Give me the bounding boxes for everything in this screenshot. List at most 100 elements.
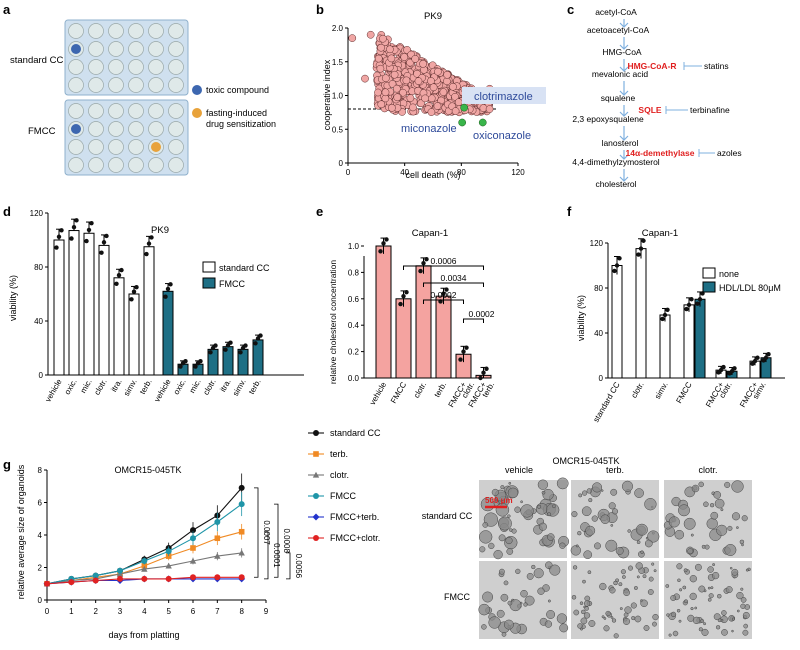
organoid bbox=[556, 477, 569, 490]
y-tick-label: 0.8 bbox=[348, 268, 360, 277]
organoid bbox=[670, 595, 677, 601]
organoid bbox=[559, 623, 569, 633]
replicate-dot bbox=[116, 273, 122, 278]
well bbox=[88, 157, 104, 173]
organoid bbox=[665, 584, 670, 588]
organoid bbox=[717, 593, 722, 599]
organoid bbox=[642, 574, 647, 579]
pathway-arrowhead bbox=[619, 44, 629, 50]
replicate-dot bbox=[752, 358, 758, 364]
x-tick-label: vehicle bbox=[43, 377, 64, 404]
enzyme-label: 14α-demethylase bbox=[625, 148, 694, 158]
organoid bbox=[584, 606, 589, 611]
organoid bbox=[653, 569, 657, 573]
p-value: 0.0056 bbox=[294, 554, 303, 579]
organoid bbox=[549, 564, 561, 576]
data-point bbox=[485, 105, 494, 113]
data-point bbox=[190, 535, 196, 542]
x-tick-label: 5 bbox=[166, 607, 171, 616]
data-point bbox=[402, 76, 411, 85]
organoid bbox=[700, 619, 705, 624]
p-value: 0.0002 bbox=[469, 309, 495, 319]
organoid bbox=[634, 488, 644, 498]
well bbox=[108, 139, 124, 155]
organoid bbox=[652, 621, 657, 627]
x-tick-label: oxic. bbox=[172, 378, 188, 397]
y-tick-label: 0 bbox=[599, 374, 604, 383]
legend-label: standard CC bbox=[330, 428, 381, 438]
x-tick-label: 4 bbox=[142, 607, 147, 616]
bar bbox=[683, 304, 695, 379]
data-point bbox=[451, 107, 460, 115]
replicate-dot bbox=[238, 350, 243, 355]
replicate-dot bbox=[424, 257, 429, 262]
organoid bbox=[506, 548, 514, 555]
well bbox=[68, 157, 84, 173]
data-point bbox=[141, 558, 148, 564]
significance-bracket bbox=[403, 265, 484, 270]
x-tick-label: 0 bbox=[346, 168, 351, 177]
data-point bbox=[421, 94, 429, 103]
pathway-arrowhead bbox=[619, 90, 629, 96]
organoid bbox=[552, 504, 556, 509]
organoid bbox=[712, 563, 716, 567]
panel-d: d PK9 viability (%) 04080120vehicleoxic.… bbox=[3, 204, 304, 404]
bar bbox=[694, 298, 706, 379]
organoid bbox=[579, 601, 584, 605]
organoid bbox=[672, 630, 679, 637]
inhibitor-label: azoles bbox=[717, 148, 742, 158]
organoid bbox=[678, 504, 690, 517]
organoid bbox=[683, 568, 688, 573]
organoid bbox=[535, 502, 548, 515]
x-tick-label: simv. bbox=[653, 381, 670, 401]
data-point bbox=[374, 88, 382, 97]
organoid bbox=[698, 481, 704, 488]
replicate-dot bbox=[617, 256, 622, 261]
organoid bbox=[731, 568, 739, 576]
plate-wells bbox=[68, 23, 184, 173]
organoid bbox=[676, 608, 681, 613]
data-point bbox=[165, 575, 172, 582]
organoid bbox=[613, 580, 618, 586]
data-point bbox=[141, 563, 148, 569]
data-point bbox=[44, 580, 50, 587]
label-standard-cc: standard CC bbox=[10, 55, 63, 66]
well bbox=[128, 139, 144, 155]
organoid bbox=[526, 572, 534, 580]
replicate-dot bbox=[732, 366, 737, 371]
organoid bbox=[740, 603, 746, 609]
y-tick-label: 0.2 bbox=[348, 348, 360, 357]
organoid bbox=[501, 632, 507, 637]
organoid bbox=[652, 613, 659, 621]
organoid bbox=[507, 600, 513, 606]
replicate-dot bbox=[689, 297, 694, 302]
organoid bbox=[740, 597, 747, 603]
organoid bbox=[716, 524, 728, 536]
organoid bbox=[740, 587, 744, 591]
organoid bbox=[479, 546, 486, 553]
organoid bbox=[610, 488, 618, 496]
replicate-dot bbox=[213, 343, 218, 348]
legend-fasting-1: fasting-induced bbox=[206, 108, 267, 118]
data-point bbox=[399, 88, 407, 97]
y-tick-label: 0 bbox=[39, 371, 44, 380]
data-point bbox=[400, 53, 409, 61]
replicate-dot bbox=[89, 220, 94, 226]
x-tick-label: terb. bbox=[138, 378, 154, 396]
organoid bbox=[584, 595, 591, 602]
highlighted-point bbox=[458, 118, 467, 127]
micro-title: OMCR15-045TK bbox=[552, 456, 619, 466]
legend-marker bbox=[312, 471, 320, 478]
replicate-dot bbox=[104, 233, 109, 239]
organoid bbox=[743, 623, 749, 629]
organoid bbox=[703, 622, 707, 626]
chart-g-ylabel: relative average size of organoids bbox=[16, 464, 26, 599]
organoid bbox=[739, 539, 745, 545]
legend-label: FMCC+terb. bbox=[330, 512, 379, 522]
legend-fasting-2: drug sensitization bbox=[206, 119, 276, 129]
organoid bbox=[570, 545, 581, 556]
organoid bbox=[731, 512, 741, 521]
p-value: 0.0006 bbox=[431, 256, 457, 266]
organoid bbox=[498, 534, 506, 542]
